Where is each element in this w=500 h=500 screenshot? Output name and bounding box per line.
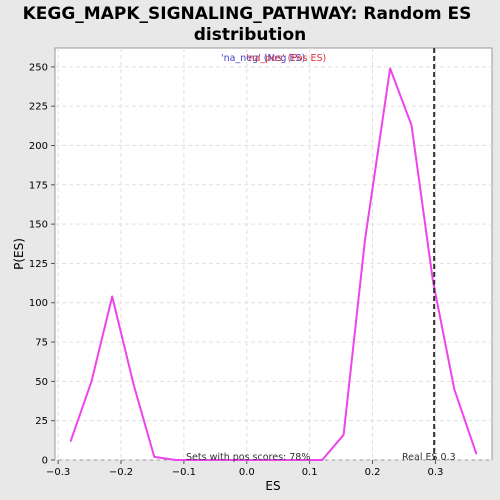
series-group [69,67,478,461]
y-tick-label: 100 [29,298,48,309]
data-point [364,239,366,241]
data-point [237,459,240,461]
data-point [111,295,114,298]
y-tick-label: 75 [35,338,48,349]
x-tick-label: −0.1 [172,467,196,478]
data-point [195,459,198,461]
x-tick-label: −0.2 [109,467,133,478]
data-point [453,388,456,391]
y-axis-label: P(ES) [12,238,26,270]
legend-pos-label: 'na_pos' (Pos ES) [246,53,326,64]
series-line [69,67,478,461]
grid-lines [55,48,492,461]
x-tick-label: 0.2 [365,467,381,478]
y-tick-label: 0 [42,456,48,467]
x-tick-label: 0.1 [302,467,318,478]
real-es-annotation: Real ES 0.3 [402,452,456,463]
y-tick-label: 50 [35,377,48,388]
y-tick-label: 200 [29,141,48,152]
chart-title-line-2: distribution [194,25,306,45]
data-point [389,67,391,70]
data-point [132,383,135,386]
data-point [90,380,93,383]
y-tick-label: 225 [29,102,48,113]
data-point [321,459,324,461]
y-tick-label: 150 [29,220,48,231]
chart-title: KEGG_MAPK_SIGNALING_PATHWAY: Random ES d… [23,4,472,45]
x-axis-label: ES [265,479,280,493]
data-point [216,459,219,461]
data-point [279,459,282,461]
data-point [475,452,478,455]
y-tick-label: 250 [29,62,48,73]
pos-scores-annotation: Sets with pos scores: 78% [186,452,310,463]
x-tick-label: 0.0 [239,467,255,478]
y-tick-label: 175 [29,180,48,191]
y-tick-label: 25 [35,416,48,427]
data-point [300,459,303,461]
chart-title-line-1: KEGG_MAPK_SIGNALING_PATHWAY: Random ES [23,4,472,24]
data-point [410,124,413,126]
axes: 0 25 50 75 100 125 150 175 200 225 250 −0.3 −0.2 −0.1… [29,62,443,478]
data-point [174,459,177,461]
data-point [258,459,261,461]
data-point [69,440,72,442]
y-tick-label: 125 [29,259,48,270]
data-point [342,434,345,436]
x-tick-label: −0.3 [46,467,70,478]
legend-neg-label: 'na_neg' (Neg ES) [221,53,305,64]
x-tick-label: 0.3 [427,467,443,478]
data-point [153,456,156,458]
plot-area [54,47,493,461]
